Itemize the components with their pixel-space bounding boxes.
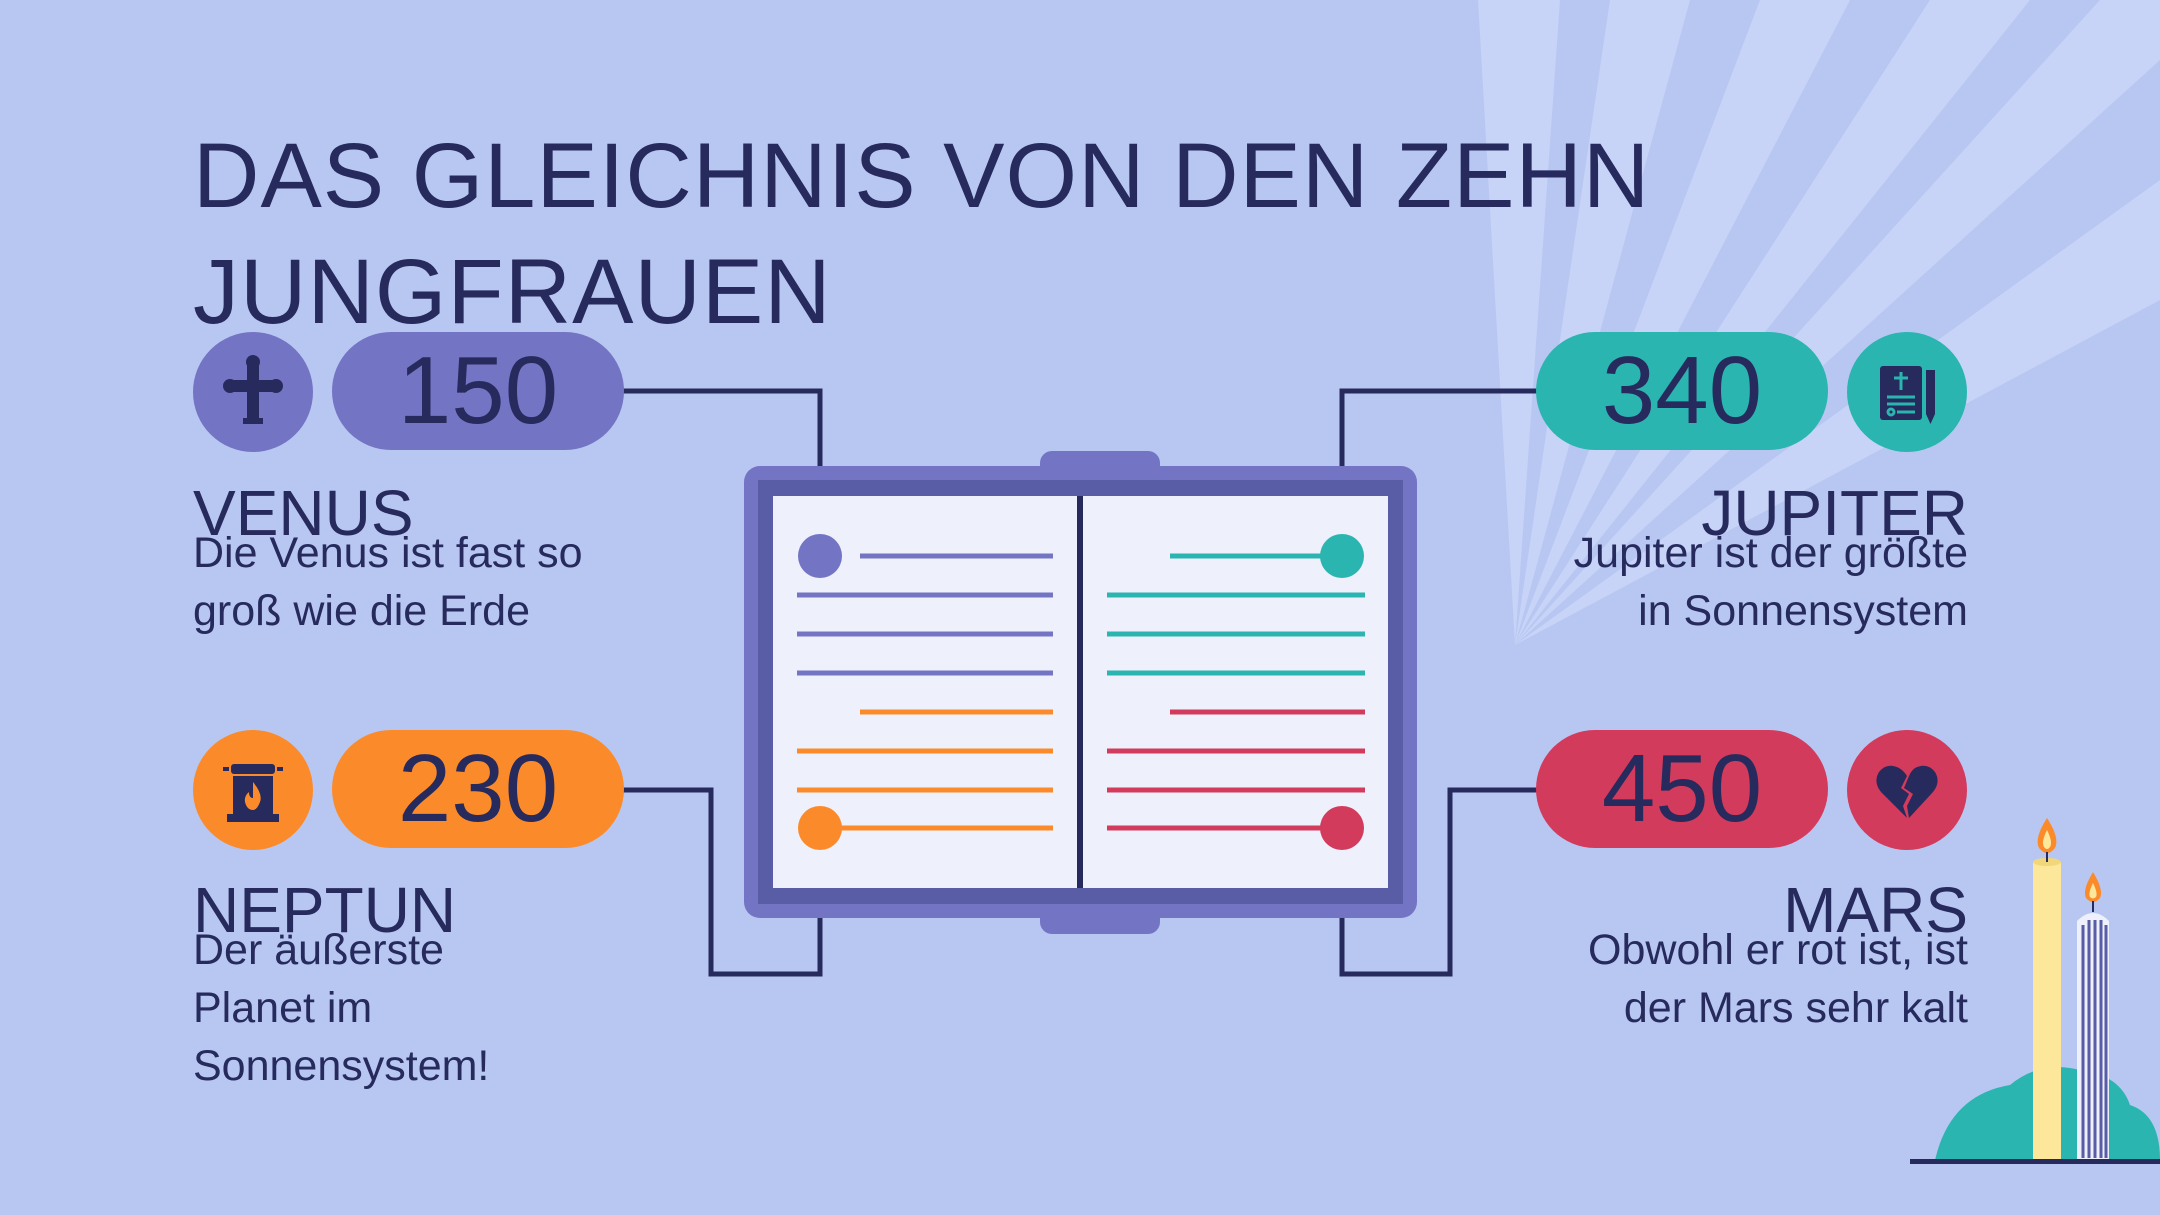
mars-icon-circle — [1847, 730, 1967, 850]
light-rays — [1478, 0, 2160, 645]
neptun-value-pill: 230 — [332, 730, 624, 848]
mars-description: Obwohl er rot ist, ist der Mars sehr kal… — [1588, 926, 1968, 1032]
neptun-icon-circle — [193, 730, 313, 850]
venus-description: Die Venus ist fast so groß wie die Erde — [193, 529, 583, 635]
mars-name: MARS — [1783, 874, 1968, 946]
open-book-illustration — [744, 451, 1417, 934]
jupiter-icon-circle — [1847, 332, 1967, 452]
mars-dot — [1320, 806, 1364, 850]
jupiter-value-pill: 340 — [1536, 332, 1828, 450]
jupiter-name: JUPITER — [1701, 477, 1968, 549]
jupiter-description: Jupiter ist der größte in Sonnensystem — [1573, 529, 1968, 635]
mars-connector — [1339, 787, 1538, 977]
candles-illustration — [1910, 818, 2160, 1164]
venus-icon-circle — [193, 332, 313, 452]
broken-heart-icon — [1876, 765, 1938, 818]
venus-value-pill: 150 — [332, 332, 624, 450]
cross-icon — [223, 355, 283, 424]
neptun-description: Der äußerste Planet im Sonnensystem! — [193, 926, 490, 1090]
neptun-connector — [622, 787, 823, 977]
jupiter-dot — [1320, 534, 1364, 578]
scripture-icon — [1880, 366, 1935, 424]
mars-value-pill: 450 — [1536, 730, 1828, 848]
neptun-name: NEPTUN — [193, 874, 457, 946]
neptun-dot — [798, 806, 842, 850]
page-title: DAS GLEICHNIS VON DEN ZEHN JUNGFRAUEN — [193, 125, 1651, 343]
venus-dot — [798, 534, 842, 578]
venus-name: VENUS — [193, 477, 414, 549]
altar-fire-icon — [223, 764, 283, 822]
